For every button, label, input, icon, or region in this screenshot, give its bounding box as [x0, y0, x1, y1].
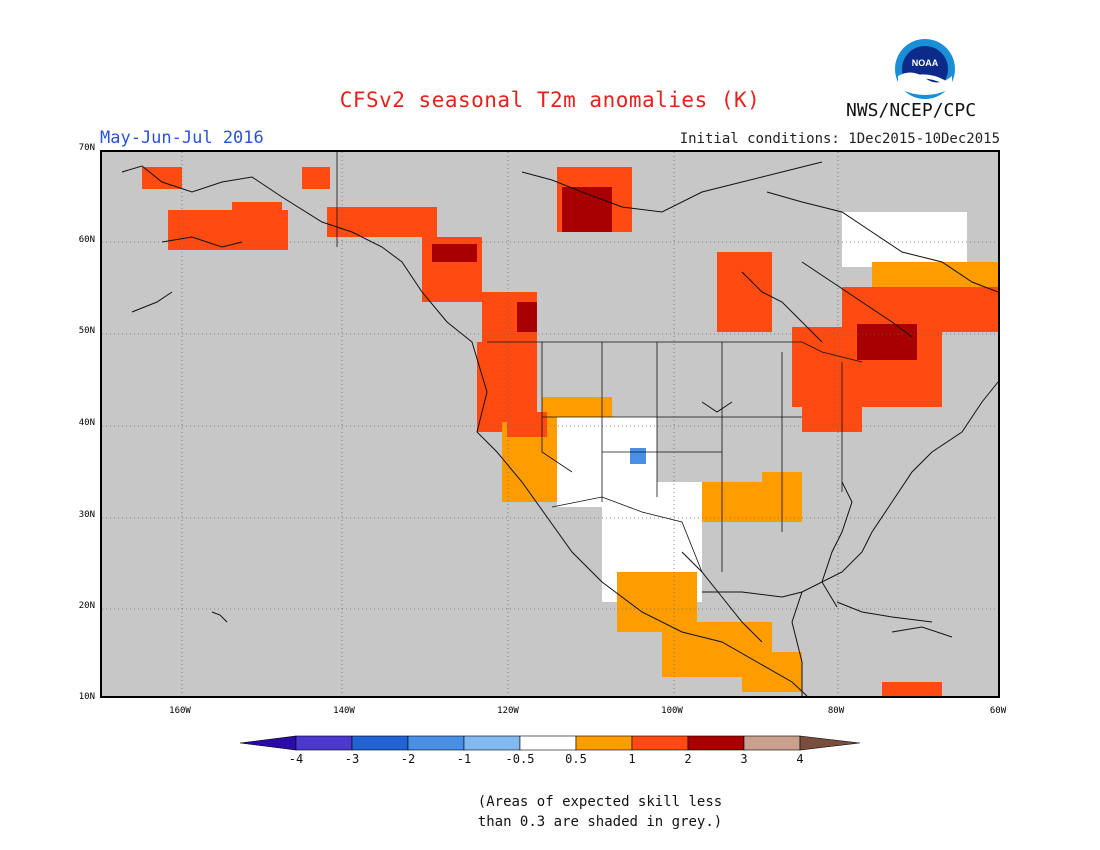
- lon-label: 160W: [169, 706, 191, 716]
- coastlines: [121, 161, 998, 696]
- anomaly-patch-red: [327, 207, 437, 237]
- colorbar-label: -1: [456, 752, 472, 766]
- colorbar-segment: [519, 735, 577, 751]
- initial-conditions: Initial conditions: 1Dec2015-10Dec2015: [679, 131, 1000, 147]
- noaa-logo-icon: NOAA: [895, 39, 955, 99]
- lon-label: 80W: [827, 706, 845, 716]
- anomaly-patch-red: [507, 412, 547, 437]
- lon-label: 140W: [333, 706, 355, 716]
- lat-label: 20N: [78, 601, 95, 611]
- lon-label: 120W: [497, 706, 519, 716]
- anomaly-patch-red: [802, 402, 862, 432]
- colorbar-label: 4: [796, 752, 804, 766]
- graticule: [102, 152, 998, 696]
- anomaly-patch-red: [232, 202, 282, 222]
- anomaly-patch-red: [717, 252, 772, 332]
- colorbar-label: -0.5: [505, 752, 535, 766]
- anomaly-map: [100, 150, 1000, 698]
- anomaly-shading: [142, 167, 998, 696]
- colorbar-label: -3: [344, 752, 360, 766]
- lon-label: 100W: [661, 706, 683, 716]
- lat-label: 40N: [78, 418, 95, 428]
- colorbar-min-arrow: [240, 735, 297, 751]
- anomaly-patch-red: [302, 167, 330, 189]
- anomaly-patch-darkred: [432, 244, 477, 262]
- colorbar-segment: [743, 735, 801, 751]
- lon-label: 60W: [989, 706, 1007, 716]
- noaa-logo-text: NOAA: [912, 58, 939, 68]
- lat-label: 30N: [78, 510, 95, 520]
- anomaly-patch-darkred: [517, 302, 537, 332]
- anomaly-patch-red: [882, 682, 942, 696]
- footnote: (Areas of expected skill less than 0.3 a…: [0, 792, 1100, 832]
- map-canvas: [102, 152, 998, 696]
- colorbar-label: 3: [740, 752, 748, 766]
- organization-label: NWS/NCEP/CPC: [846, 100, 977, 121]
- colorbar-label: -4: [288, 752, 304, 766]
- anomaly-patch-darkred: [562, 187, 612, 232]
- colorbar-segment: [575, 735, 633, 751]
- colorbar-segment: [351, 735, 409, 751]
- chart-title: CFSv2 seasonal T2m anomalies (K): [339, 88, 761, 112]
- anomaly-patch-darkred: [857, 324, 917, 360]
- lat-label: 60N: [78, 235, 95, 245]
- anomaly-patch-red: [142, 167, 182, 189]
- lat-label: 50N: [78, 326, 95, 336]
- forecast-period: May-Jun-Jul 2016: [100, 128, 264, 148]
- footnote-line: (Areas of expected skill less: [477, 794, 723, 810]
- lat-label: 70N: [78, 143, 95, 153]
- lat-label: 10N: [78, 692, 95, 702]
- colorbar-label: 2: [684, 752, 692, 766]
- colorbar-segment: [407, 735, 465, 751]
- colorbar-segment: [295, 735, 353, 751]
- political-borders: [336, 152, 863, 573]
- colorbar: [240, 735, 860, 751]
- footnote-line: than 0.3 are shaded in grey.): [477, 814, 723, 830]
- anomaly-patch-white: [842, 212, 967, 267]
- anomaly-patch-blue: [630, 448, 646, 464]
- colorbar-label: 1: [628, 752, 636, 766]
- colorbar-segment: [687, 735, 745, 751]
- colorbar-label: -2: [400, 752, 416, 766]
- colorbar-label: 0.5: [565, 752, 587, 766]
- colorbar-max-arrow: [799, 735, 860, 751]
- colorbar-segment: [631, 735, 689, 751]
- colorbar-segment: [463, 735, 521, 751]
